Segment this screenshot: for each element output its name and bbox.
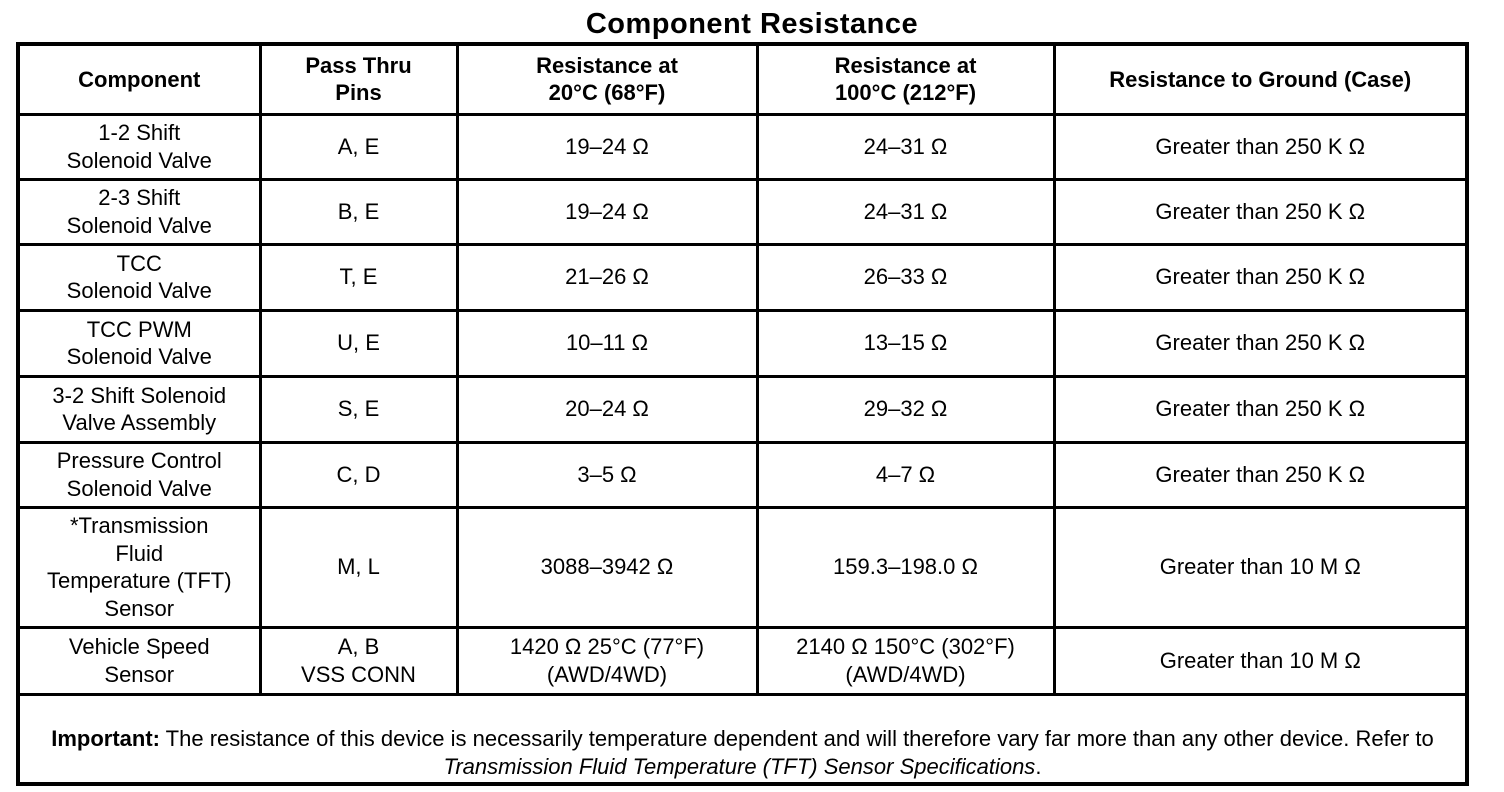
cell-resistance-20c: 3–5 Ω: [455, 440, 759, 509]
cell-component: Pressure Control Solenoid Valve: [16, 440, 262, 509]
column-header-resistance-20c: Resistance at 20°C (68°F): [455, 42, 759, 116]
cell-pins: T, E: [258, 242, 459, 312]
cell-resistance-100c: 26–33 Ω: [755, 242, 1056, 312]
component-resistance-table: Component Pass Thru Pins Resistance at 2…: [16, 42, 1469, 786]
table-row: 1-2 Shift Solenoid Valve A, E 19–24 Ω 24…: [16, 112, 1469, 181]
column-header-component: Component: [16, 42, 262, 116]
important-note: Important: The resistance of this device…: [16, 692, 1469, 786]
header-row: Component Pass Thru Pins Resistance at 2…: [16, 42, 1469, 116]
page-title: Component Resistance: [585, 8, 919, 40]
table-row: 3-2 Shift Solenoid Valve Assembly S, E 2…: [16, 374, 1469, 444]
cell-resistance-ground: Greater than 250 K Ω: [1052, 177, 1469, 246]
note-body: The resistance of this device is necessa…: [159, 726, 1434, 751]
cell-resistance-ground: Greater than 250 K Ω: [1052, 242, 1469, 312]
cell-component: 2-3 Shift Solenoid Valve: [16, 177, 262, 246]
cell-pins: C, D: [258, 440, 459, 509]
cell-pins: M, L: [258, 505, 459, 629]
important-note-row: Important: The resistance of this device…: [16, 692, 1469, 786]
cell-component: *Transmission Fluid Temperature (TFT) Se…: [16, 505, 262, 629]
cell-resistance-20c: 19–24 Ω: [455, 112, 759, 181]
cell-resistance-ground: Greater than 250 K Ω: [1052, 112, 1469, 181]
cell-resistance-20c: 19–24 Ω: [455, 177, 759, 246]
cell-resistance-20c: 10–11 Ω: [455, 308, 759, 378]
table-row: 2-3 Shift Solenoid Valve B, E 19–24 Ω 24…: [16, 177, 1469, 246]
cell-component: TCC Solenoid Valve: [16, 242, 262, 312]
cell-resistance-20c: 3088–3942 Ω: [455, 505, 759, 629]
note-suffix: .: [1035, 753, 1042, 779]
cell-component: TCC PWM Solenoid Valve: [16, 308, 262, 378]
table-row: Vehicle Speed Sensor A, B VSS CONN 1420 …: [16, 625, 1469, 696]
cell-resistance-ground: Greater than 10 M Ω: [1052, 625, 1469, 696]
table-row: TCC Solenoid Valve T, E 21–26 Ω 26–33 Ω …: [16, 242, 1469, 312]
cell-resistance-20c: 21–26 Ω: [455, 242, 759, 312]
note-reference: Transmission Fluid Temperature (TFT) Sen…: [443, 753, 1036, 779]
cell-pins: A, E: [258, 112, 459, 181]
cell-resistance-100c: 29–32 Ω: [755, 374, 1056, 444]
table-row: TCC PWM Solenoid Valve U, E 10–11 Ω 13–1…: [16, 308, 1469, 378]
cell-resistance-20c: 20–24 Ω: [455, 374, 759, 444]
cell-resistance-100c: 4–7 Ω: [755, 440, 1056, 509]
cell-pins: B, E: [258, 177, 459, 246]
cell-pins: A, B VSS CONN: [258, 625, 459, 696]
cell-pins: S, E: [258, 374, 459, 444]
cell-resistance-ground: Greater than 250 K Ω: [1052, 374, 1469, 444]
cell-resistance-ground: Greater than 250 K Ω: [1052, 308, 1469, 378]
cell-resistance-100c: 159.3–198.0 Ω: [755, 505, 1056, 629]
cell-pins: U, E: [258, 308, 459, 378]
cell-component: Vehicle Speed Sensor: [16, 625, 262, 696]
note-label: Important:: [51, 726, 160, 751]
cell-resistance-100c: 24–31 Ω: [755, 177, 1056, 246]
cell-resistance-ground: Greater than 250 K Ω: [1052, 440, 1469, 509]
cell-resistance-100c: 13–15 Ω: [755, 308, 1056, 378]
table-row: Pressure Control Solenoid Valve C, D 3–5…: [16, 440, 1469, 509]
column-header-resistance-ground: Resistance to Ground (Case): [1052, 42, 1469, 116]
cell-component: 3-2 Shift Solenoid Valve Assembly: [16, 374, 262, 444]
table-row: *Transmission Fluid Temperature (TFT) Se…: [16, 505, 1469, 629]
cell-component: 1-2 Shift Solenoid Valve: [16, 112, 262, 181]
cell-resistance-20c: 1420 Ω 25°C (77°F) (AWD/4WD): [455, 625, 759, 696]
cell-resistance-100c: 2140 Ω 150°C (302°F) (AWD/4WD): [755, 625, 1056, 696]
column-header-resistance-100c: Resistance at 100°C (212°F): [755, 42, 1056, 116]
cell-resistance-100c: 24–31 Ω: [755, 112, 1056, 181]
cell-resistance-ground: Greater than 10 M Ω: [1052, 505, 1469, 629]
column-header-pass-thru-pins: Pass Thru Pins: [258, 42, 459, 116]
